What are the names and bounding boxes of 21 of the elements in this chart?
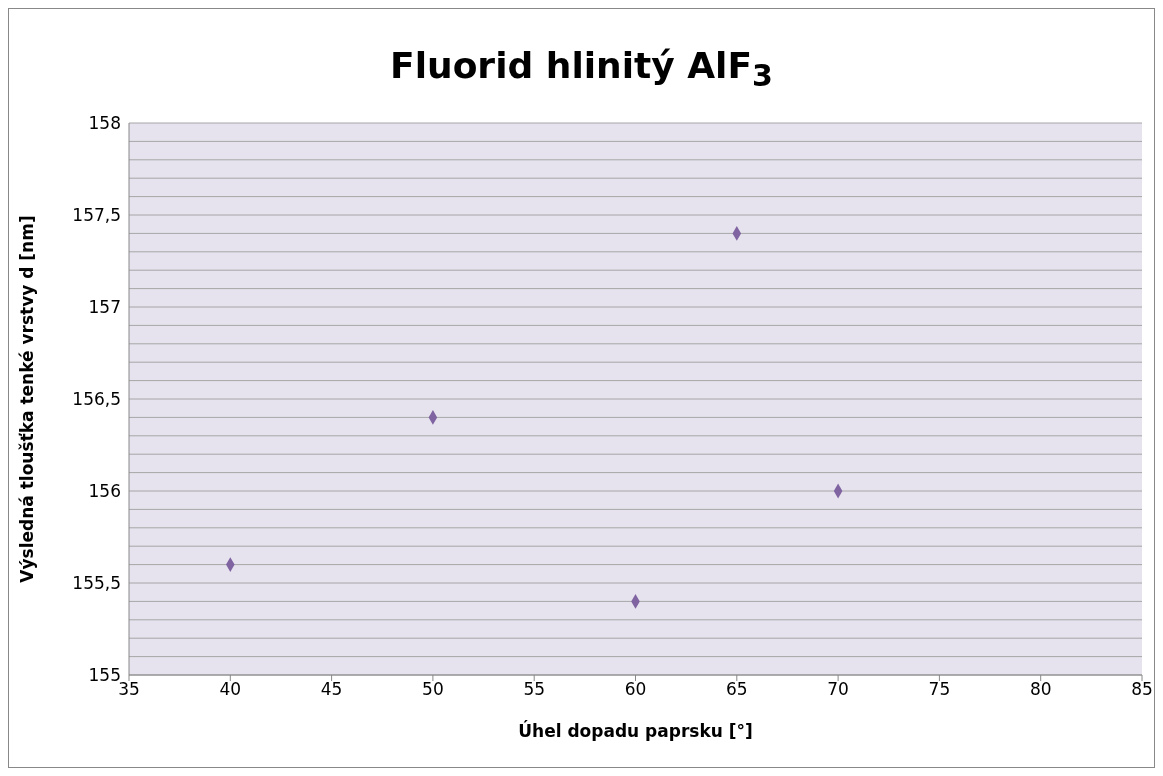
y-tick-label: 155,5 [72,573,121,594]
y-tick-label: 156,5 [72,389,121,410]
chart-title: Fluorid hlinitý AlF$_{3}$ [389,44,774,95]
x-tick-label: 70 [827,679,849,700]
x-axis-title: Úhel dopadu paprsku [°] [518,720,753,741]
x-tick-label: 80 [1029,679,1052,700]
x-tick-label: 85 [1131,679,1153,700]
x-tick-label: 35 [118,679,140,700]
x-tick-label: 65 [725,679,748,700]
x-tick-label: 45 [320,679,343,700]
y-tick-label: 157,5 [72,205,121,226]
x-tick-label: 40 [219,679,242,700]
x-tick-label: 55 [523,679,546,700]
x-tick-label: 75 [928,679,951,700]
y-tick-label: 156 [88,481,121,502]
y-axis-title: Výsledná tloušťka tenké vrstvy d [nm] [17,215,38,583]
x-tick-label: 50 [422,679,444,700]
y-tick-label: 157 [88,297,121,318]
y-tick-label: 158 [88,113,121,134]
x-tick-label: 60 [624,679,647,700]
y-tick-label: 155 [88,665,121,686]
